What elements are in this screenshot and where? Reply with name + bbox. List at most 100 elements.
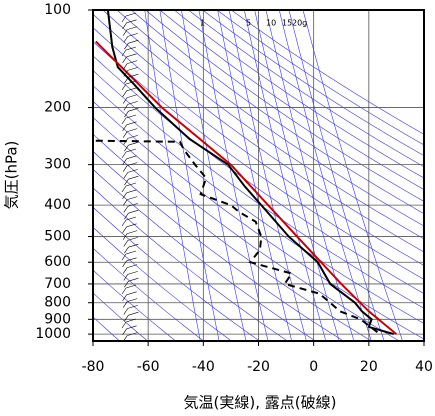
dry-adiabat [117,10,435,341]
barb-flag [127,265,137,268]
barb-flag [127,163,137,166]
dry-adiabat [89,10,435,341]
mixing-ratio-line [160,10,219,341]
dry-adiabat [0,10,287,341]
dry-adiabat [103,10,435,341]
barb-flag [126,285,136,288]
barb-flag [127,27,137,30]
barb-staff [123,57,127,63]
y-axis-label: 気圧(hPa) [3,141,21,210]
dry-adiabat [31,10,435,341]
dry-adiabat [0,10,259,341]
barb-flag [127,292,137,295]
barb-staff [123,268,127,274]
x-tick-label: -80 [82,359,105,375]
mixing-ratio-label: 5 [246,19,251,28]
barb-flag [128,142,138,145]
barb-flag [127,197,137,200]
dry-adiabat [17,10,435,341]
mixing-ratio-label: 10 [266,19,276,28]
barb-flag [127,54,137,57]
barb-staff [123,30,127,36]
barb-staff [124,36,128,42]
barb-staff [123,166,127,172]
dry-adiabat [0,10,175,341]
dry-adiabat [0,10,147,341]
barb-flag [126,47,136,50]
barb-staff [123,227,127,233]
x-tick-label: -60 [137,359,160,375]
x-tick-label: 40 [415,359,433,375]
mixing-ratio-label: 20g [292,19,307,28]
barb-staff [122,84,126,90]
profile-line [108,10,394,334]
barb-flag [128,135,138,138]
x-tick-label: 0 [309,359,318,375]
barb-staff [122,152,126,158]
y-tick-label: 400 [44,197,71,213]
barb-staff [123,23,127,29]
y-tick-label: 1000 [35,326,71,342]
mixing-ratio-line [289,10,384,341]
y-tick-label: 300 [44,157,71,173]
barb-flag [127,299,137,302]
barb-staff [124,315,128,321]
mixing-ratio-label: 15 [282,19,292,28]
barb-staff [124,308,128,314]
barb-flag [128,278,138,281]
y-tick-label: 700 [44,276,71,292]
barb-staff [124,206,128,212]
profiles [96,10,397,334]
barb-flag [128,40,138,43]
dry-adiabat [146,10,435,341]
barb-flag [126,13,136,16]
x-tick-label: -40 [192,359,215,375]
barb-staff [124,77,128,83]
y-tick-label: 200 [44,100,71,116]
barb-staff [123,64,127,70]
barb-staff [124,172,128,178]
barb-flag [126,251,136,254]
barb-staff [124,240,128,246]
y-tick-label: 600 [44,254,71,270]
barb-staff [122,220,126,226]
wind-barbs [122,13,138,342]
barb-flag [128,237,138,240]
y-tick-label: 100 [44,2,71,18]
y-tick-label: 800 [44,295,71,311]
dry-adiabat [0,10,203,341]
y-tick-label: 500 [44,229,71,245]
barb-flag [127,95,137,98]
barb-staff [123,91,127,97]
barb-flag [128,176,138,179]
profile-line [96,141,380,334]
barb-flag [128,67,138,70]
barb-flag [127,156,137,159]
barb-staff [122,16,126,22]
barb-flag [128,210,138,213]
dry-adiabat [174,10,435,341]
barb-staff [123,261,127,267]
barb-staff [122,322,126,328]
barb-staff [124,247,128,253]
barb-flag [127,326,137,329]
barb-flag [127,231,137,234]
barb-staff [123,132,127,138]
barb-staff [122,288,126,294]
barb-staff [123,200,127,206]
x-tick-label: 20 [360,359,378,375]
barb-flag [128,271,138,274]
dry-adiabat [217,10,435,341]
barb-flag [128,312,138,315]
barb-flag [127,61,137,64]
mixing-ratio-label: 1 [200,19,205,28]
barb-staff [122,186,126,192]
dry-adiabat [131,10,435,341]
x-axis-label: 気温(実線), 露点(破線) [184,394,337,412]
y-tick-label: 900 [44,311,71,327]
barb-flag [127,129,137,132]
barb-staff [122,118,126,124]
barb-flag [127,190,137,193]
